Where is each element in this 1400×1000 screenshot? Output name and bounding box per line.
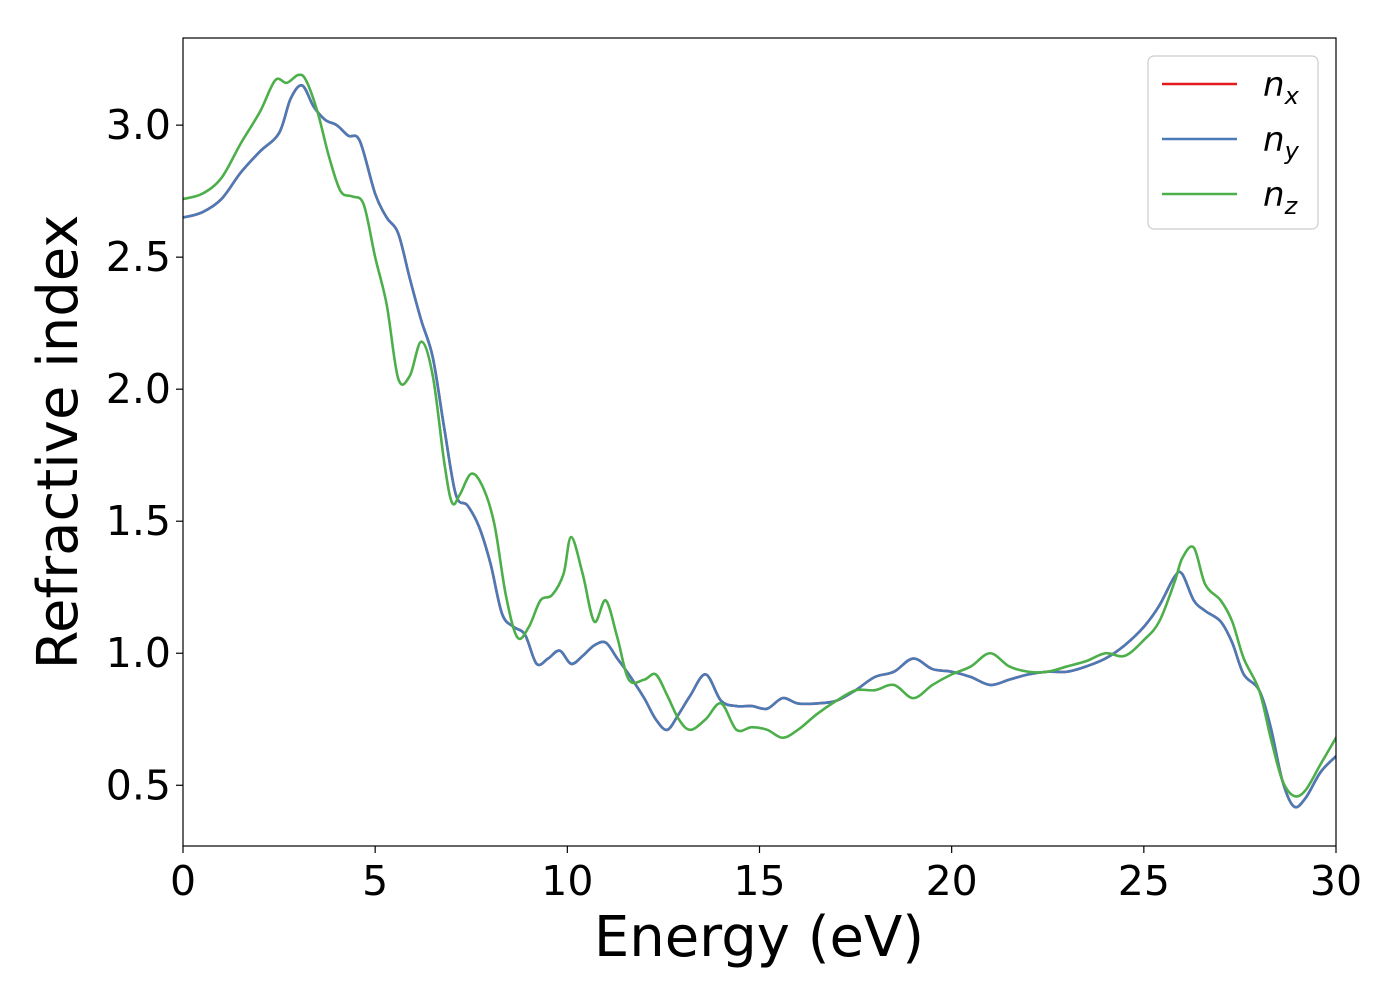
y-tick-label: 3.0 bbox=[106, 101, 171, 149]
x-tick-label: 30 bbox=[1310, 857, 1362, 905]
series-line-ny bbox=[183, 84, 1336, 809]
y-tick-label: 1.5 bbox=[106, 497, 171, 545]
legend-box bbox=[1147, 55, 1319, 230]
x-axis-ticks: 0 5 10 15 20 25 30 bbox=[170, 846, 1362, 905]
legend-label-nz: nz bbox=[1263, 175, 1299, 220]
y-tick-label: 1.0 bbox=[106, 629, 171, 677]
x-tick-label: 25 bbox=[1118, 857, 1170, 905]
x-tick-label: 0 bbox=[170, 857, 196, 905]
y-axis-ticks: 0.5 1.0 1.5 2.0 2.5 3.0 bbox=[106, 101, 183, 809]
y-axis-title: Refractive index bbox=[26, 215, 91, 670]
y-tick-label: 0.5 bbox=[106, 761, 171, 809]
x-tick-label: 15 bbox=[733, 857, 785, 905]
series-group bbox=[183, 73, 1336, 809]
x-tick-label: 5 bbox=[362, 857, 388, 905]
series-line-nz bbox=[183, 73, 1336, 798]
legend-label-ny: ny bbox=[1263, 120, 1300, 165]
x-tick-label: 20 bbox=[926, 857, 978, 905]
x-axis-title: Energy (eV) bbox=[594, 905, 924, 970]
legend-label-nx: nx bbox=[1263, 65, 1300, 110]
y-tick-label: 2.5 bbox=[106, 233, 171, 281]
y-tick-label: 2.0 bbox=[106, 365, 171, 413]
x-tick-label: 10 bbox=[541, 857, 593, 905]
legend: nx ny nz bbox=[1147, 55, 1319, 230]
